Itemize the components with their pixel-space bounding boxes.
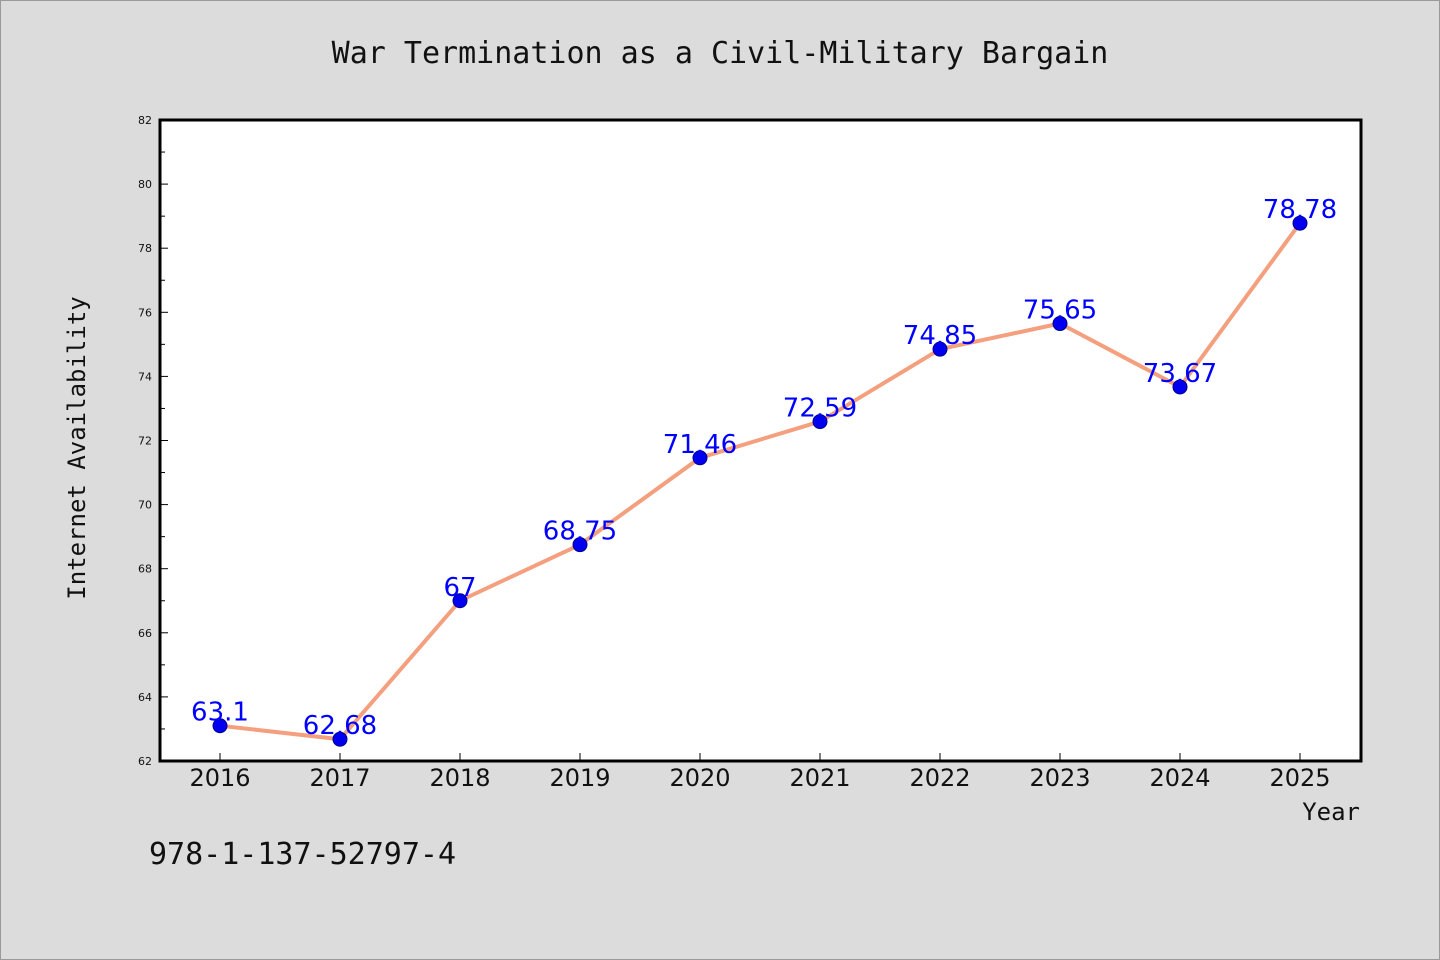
x-tick-label: 2025 xyxy=(1269,764,1330,792)
y-axis: 62 64 66 68 70 72 74 76 78 80 82 xyxy=(138,114,168,768)
y-tick-label: 82 xyxy=(138,114,152,127)
data-label: 71.46 xyxy=(663,430,737,460)
data-label: 73.67 xyxy=(1143,359,1217,389)
x-tick-label: 2024 xyxy=(1149,764,1210,792)
y-tick-label: 76 xyxy=(138,306,152,319)
data-point xyxy=(212,718,228,734)
y-tick-label: 80 xyxy=(138,178,152,191)
data-point xyxy=(452,593,468,609)
y-tick-label: 62 xyxy=(138,755,152,768)
data-point xyxy=(332,731,348,747)
y-tick-label: 70 xyxy=(138,499,152,512)
y-tick-label: 66 xyxy=(138,627,152,640)
data-label: 74.85 xyxy=(903,321,977,351)
x-tick-label: 2019 xyxy=(549,764,610,792)
x-axis-label: Year xyxy=(1302,798,1360,826)
x-tick-label: 2020 xyxy=(669,764,730,792)
data-point xyxy=(1172,379,1188,395)
data-point xyxy=(1292,215,1308,231)
x-tick-label: 2016 xyxy=(189,764,250,792)
x-tick-label: 2022 xyxy=(909,764,970,792)
data-label: 62.68 xyxy=(303,711,377,741)
data-label: 67 xyxy=(443,573,476,603)
y-axis-label: Internet Availability xyxy=(63,296,91,599)
data-label: 72.59 xyxy=(783,394,857,424)
data-point xyxy=(572,537,588,553)
series-line xyxy=(219,222,1302,742)
y-tick-label: 78 xyxy=(138,242,152,255)
x-tick-label: 2018 xyxy=(429,764,490,792)
x-axis: 2016 2017 2018 2019 2020 2021 2022 2023 2024 2025 xyxy=(189,753,1331,792)
data-label: 78.78 xyxy=(1263,195,1337,225)
data-label: 68.75 xyxy=(543,517,617,547)
data-label: 75.65 xyxy=(1023,296,1097,326)
y-tick-label: 74 xyxy=(138,370,152,383)
data-point xyxy=(932,341,948,357)
data-point xyxy=(812,414,828,430)
y-tick-label: 72 xyxy=(138,435,152,448)
data-point xyxy=(1052,316,1068,332)
y-tick-label: 64 xyxy=(138,691,152,704)
isbn-footer: 978-1-137-52797-4 xyxy=(149,837,456,872)
chart-title: War Termination as a Civil-Military Barg… xyxy=(332,36,1109,71)
y-tick-label: 68 xyxy=(138,563,152,576)
x-tick-label: 2023 xyxy=(1029,764,1090,792)
x-tick-label: 2021 xyxy=(789,764,850,792)
data-label: 63.1 xyxy=(191,698,249,728)
data-point xyxy=(692,450,708,466)
series-group: 63.1 62.68 67 68.75 71.46 72.59 74.85 75.65 73.6… xyxy=(191,195,1337,747)
x-tick-label: 2017 xyxy=(309,764,370,792)
